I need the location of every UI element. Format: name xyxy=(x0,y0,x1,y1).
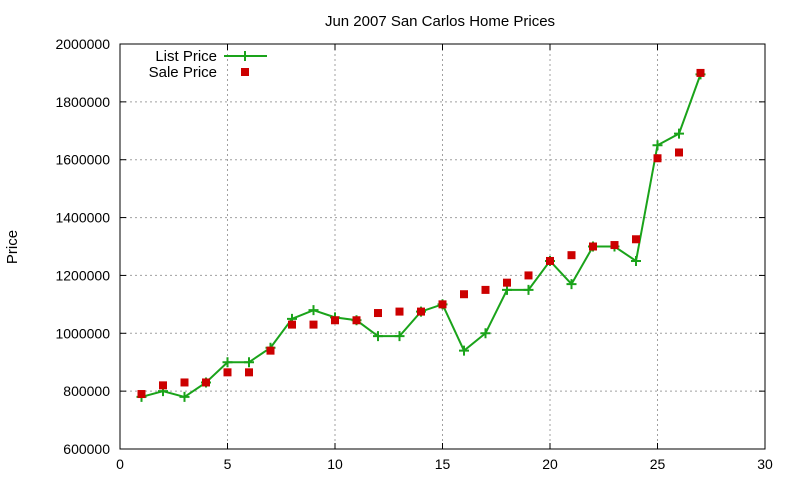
chart-title: Jun 2007 San Carlos Home Prices xyxy=(325,13,555,30)
list-price-point xyxy=(652,140,663,151)
sale-price-point xyxy=(352,316,361,325)
sale-price-point xyxy=(567,251,576,260)
legend-label-sale-price: Sale Price xyxy=(149,64,217,81)
sale-price-point xyxy=(675,148,683,157)
sale-price-point xyxy=(202,378,210,387)
sale-price-point xyxy=(503,278,511,287)
legend-marker-list-price xyxy=(240,51,250,61)
sale-price-point xyxy=(266,346,275,355)
sale-price-point xyxy=(653,154,662,163)
sale-price-point xyxy=(137,390,146,399)
series-layer xyxy=(136,68,706,402)
legend-symbol-sale-price xyxy=(241,68,249,76)
y-tick-label: 1800000 xyxy=(55,94,110,110)
x-tick-label: 25 xyxy=(650,456,666,472)
y-tick-label: 600000 xyxy=(63,441,110,457)
list-price-point xyxy=(459,345,469,356)
y-tick-label: 1000000 xyxy=(55,325,110,341)
legend-symbol-list-price xyxy=(224,51,267,61)
sale-price-point xyxy=(180,378,189,387)
legend-label-list-price: List Price xyxy=(155,48,217,65)
x-tick-label: 20 xyxy=(542,456,558,472)
sale-price-point xyxy=(159,381,167,390)
sale-price-point xyxy=(632,235,640,244)
list-price-point xyxy=(179,391,190,402)
grid-lines xyxy=(120,44,765,449)
sale-price-point xyxy=(610,241,619,250)
y-tick-label: 1600000 xyxy=(55,152,110,168)
sale-price-point xyxy=(438,300,447,309)
list-price-point xyxy=(373,331,383,342)
x-tick-label: 5 xyxy=(224,456,232,472)
sale-price-point xyxy=(546,256,554,265)
list-price-point xyxy=(566,279,577,290)
list-price-point xyxy=(244,357,254,368)
x-tick-label: 15 xyxy=(435,456,451,472)
sale-price-point xyxy=(309,320,318,329)
list-price-point xyxy=(674,128,684,139)
list-price-point xyxy=(480,328,491,339)
y-axis-label: Price xyxy=(4,230,21,264)
sale-price-point xyxy=(245,368,253,377)
axis-ticks: 0 5 10 15 20 25 30 600000 800000 1000000 1200000 14… xyxy=(55,36,773,472)
sale-price-point xyxy=(589,242,597,251)
y-tick-label: 1400000 xyxy=(55,210,110,226)
list-price-point xyxy=(394,331,405,342)
list-price-point xyxy=(523,284,534,295)
y-tick-label: 1200000 xyxy=(55,267,110,283)
x-tick-label: 0 xyxy=(116,456,124,472)
sale-price-point xyxy=(524,271,533,280)
list-price-point xyxy=(222,357,233,368)
sale-price-point xyxy=(417,307,425,316)
x-tick-label: 10 xyxy=(327,456,343,472)
sale-price-point xyxy=(331,316,339,325)
legend: List Price Sale Price xyxy=(149,48,267,81)
y-tick-label: 2000000 xyxy=(55,36,110,52)
x-tick-label: 30 xyxy=(757,456,773,472)
list-price-line xyxy=(141,74,702,399)
sale-price-point xyxy=(481,285,490,294)
sale-price-point xyxy=(223,368,232,377)
legend-marker-sale-price xyxy=(241,68,249,76)
y-tick-label: 800000 xyxy=(63,383,110,399)
sale-price-point xyxy=(288,320,296,329)
sale-price-point xyxy=(395,307,404,316)
sale-price-point xyxy=(374,309,382,318)
list-price-point xyxy=(308,305,319,316)
sale-price-point xyxy=(460,290,468,299)
list-price-point xyxy=(631,255,641,266)
sale-price-point xyxy=(696,68,705,77)
